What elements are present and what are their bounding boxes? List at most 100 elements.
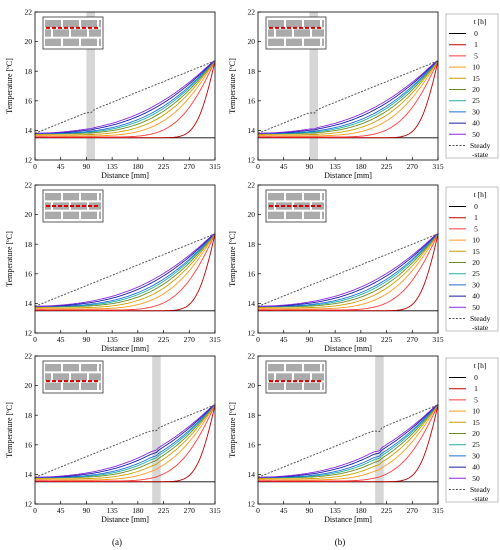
y-tick-label: 20 xyxy=(248,37,256,46)
x-tick-label: 270 xyxy=(407,162,419,171)
x-tick-label: 45 xyxy=(280,506,288,515)
series-line-t50 xyxy=(34,404,216,478)
y-tick-label: 12 xyxy=(25,329,33,338)
series-line-t30 xyxy=(35,404,216,478)
inset-brick xyxy=(304,20,320,28)
x-tick-label: 270 xyxy=(184,335,196,344)
x-tick-label: 135 xyxy=(107,162,119,171)
inset-brick xyxy=(286,193,302,201)
inset-brick xyxy=(81,38,97,46)
series-line-t15 xyxy=(35,233,216,309)
y-tick-label: 16 xyxy=(25,440,33,449)
inset-brick xyxy=(294,29,310,37)
shade-band xyxy=(309,12,318,160)
x-tick-label: 90 xyxy=(306,162,314,171)
shade-band xyxy=(375,356,384,504)
series-line-t15 xyxy=(35,404,216,480)
x-tick-label: 90 xyxy=(83,335,91,344)
series-line-t10 xyxy=(258,404,439,481)
legend-label: 0 xyxy=(474,373,478,382)
y-tick-label: 22 xyxy=(25,8,33,17)
x-tick-label: 90 xyxy=(83,506,91,515)
plot-frame xyxy=(257,355,439,505)
inset-brick xyxy=(286,20,302,28)
inset-brick xyxy=(286,382,302,390)
legend-label: Steady xyxy=(470,314,491,323)
series-line-t5 xyxy=(258,404,439,482)
inset-brick xyxy=(71,29,87,37)
legend-label: 1 xyxy=(474,213,478,222)
inset-brick xyxy=(45,20,61,28)
series-line-t1 xyxy=(35,233,216,312)
y-tick-label: 14 xyxy=(248,299,256,308)
inset-brick xyxy=(63,20,79,28)
panel-0-1: 0 45 90 135 180 225 270 315 12 14 16 18 20 22 Distance… xyxy=(228,8,499,180)
legend-label: 10 xyxy=(472,407,480,416)
series-line-t5 xyxy=(35,233,216,311)
inset-brick xyxy=(81,193,97,201)
x-tick-label: 45 xyxy=(280,335,288,344)
legend-label: 1 xyxy=(474,384,478,393)
panel-2-1: 0 45 90 135 180 225 270 315 12 14 16 18 20 22 Distance… xyxy=(228,352,499,524)
plot-frame xyxy=(34,11,216,161)
series-line-t5 xyxy=(258,233,439,311)
inset-brick xyxy=(99,193,101,201)
legend-label: 0 xyxy=(474,29,478,38)
x-tick-label: 315 xyxy=(432,506,444,515)
panel-2-0: 0 45 90 135 180 225 270 315 12 14 16 18 20 22 Distance… xyxy=(5,352,221,524)
series-line-tsteady xyxy=(34,404,216,478)
inset-brick xyxy=(45,211,61,219)
y-tick-label: 14 xyxy=(25,470,33,479)
x-tick-label: 0 xyxy=(33,335,37,344)
legend-label: Steady xyxy=(470,485,491,494)
inset-brick xyxy=(63,193,79,201)
x-tick-label: 90 xyxy=(306,506,314,515)
series-line-t1 xyxy=(258,404,439,483)
legend-label: 50 xyxy=(472,303,480,312)
y-tick-label: 18 xyxy=(248,240,256,249)
inset-brick xyxy=(81,364,97,372)
y-tick-label: 22 xyxy=(25,352,33,361)
series-line-t50 xyxy=(257,60,439,134)
y-tick-label: 22 xyxy=(248,352,256,361)
x-tick-label: 270 xyxy=(184,506,196,515)
series-line-t30 xyxy=(35,233,216,307)
y-tick-label: 16 xyxy=(248,440,256,449)
inset-brick xyxy=(312,29,324,37)
inset-brick xyxy=(304,211,320,219)
legend-label: 10 xyxy=(472,236,480,245)
y-axis-label: Temperature [ºC] xyxy=(5,231,14,287)
series-line-tsteady xyxy=(34,233,216,307)
plot-frame xyxy=(34,355,216,505)
x-axis-label: Distance [mm] xyxy=(324,171,372,180)
legend-label: 15 xyxy=(472,418,480,427)
series-line-t10 xyxy=(35,60,216,137)
x-axis-label: Distance [mm] xyxy=(101,344,149,353)
y-tick-label: 14 xyxy=(248,126,256,135)
legend-label: -state xyxy=(472,323,489,332)
legend-label: 30 xyxy=(472,280,480,289)
y-tick-label: 14 xyxy=(25,299,33,308)
legend-label: 15 xyxy=(472,74,480,83)
inset-brick xyxy=(286,38,302,46)
inset-brick xyxy=(53,373,69,381)
plot-frame xyxy=(34,184,216,334)
y-tick-label: 18 xyxy=(25,411,33,420)
inset-brick xyxy=(81,20,97,28)
inset-brick xyxy=(304,193,320,201)
inset-brick xyxy=(99,382,101,390)
legend-label: 40 xyxy=(472,463,480,472)
x-tick-label: 135 xyxy=(330,506,342,515)
x-tick-label: 0 xyxy=(33,162,37,171)
inset-brick xyxy=(268,382,284,390)
inset-brick xyxy=(268,20,284,28)
inset-brick xyxy=(322,38,324,46)
x-tick-label: 135 xyxy=(330,335,342,344)
legend-label: 0 xyxy=(474,202,478,211)
series-line-t1 xyxy=(35,404,216,483)
x-tick-label: 225 xyxy=(381,335,393,344)
inset-brick xyxy=(268,193,284,201)
legend-label: 10 xyxy=(472,63,480,72)
